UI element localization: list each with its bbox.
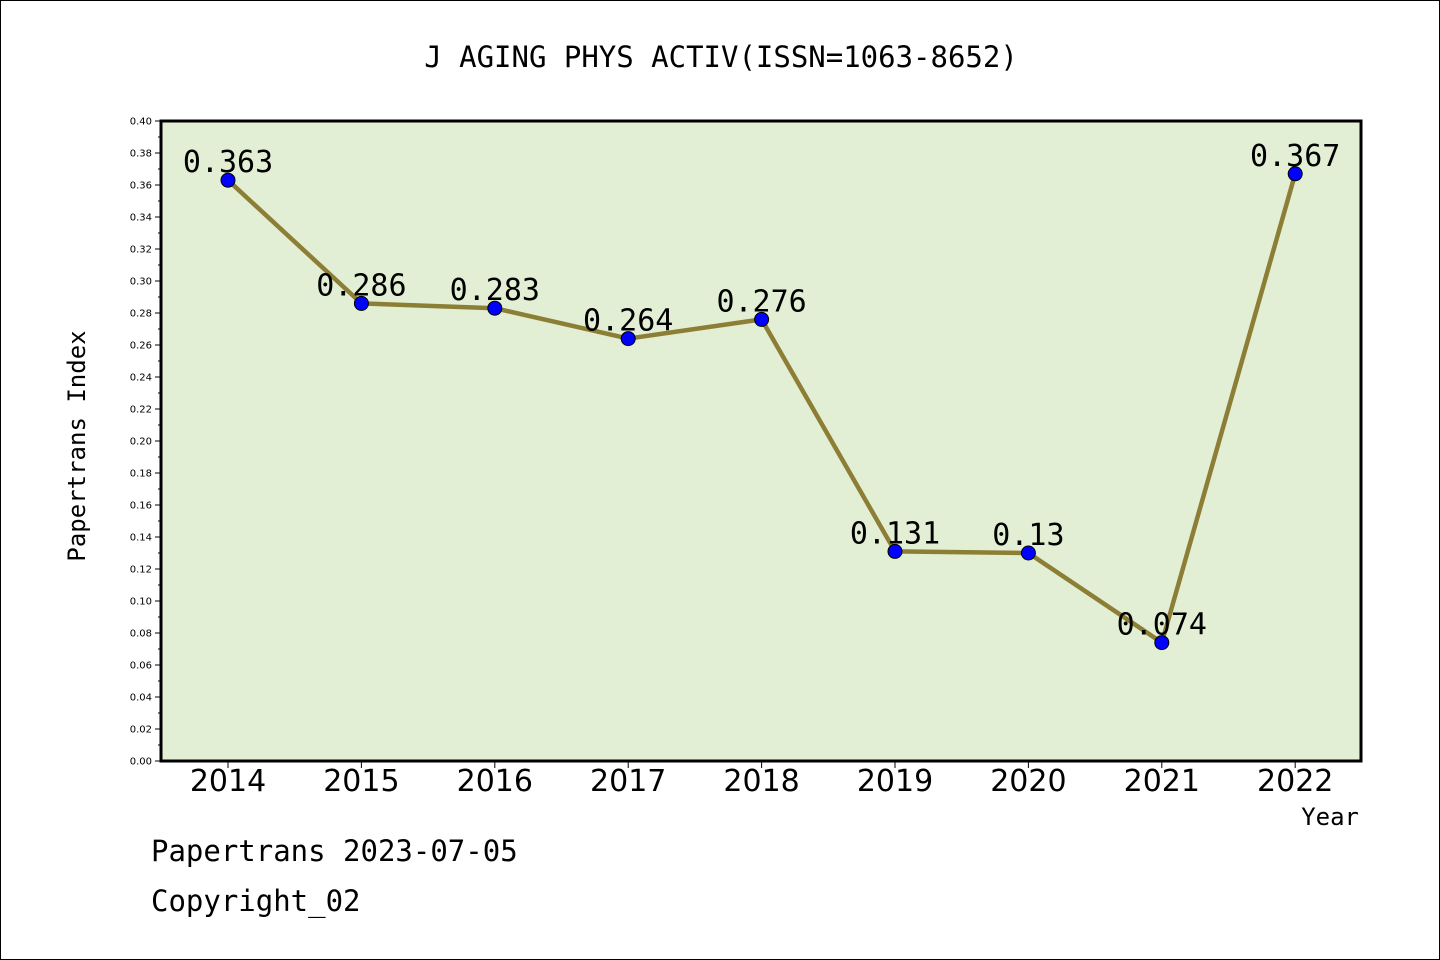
data-label: 0.283 <box>450 273 540 308</box>
x-tick-label: 2019 <box>857 764 933 799</box>
data-label: 0.363 <box>183 145 273 180</box>
y-tick-label: 0.04 <box>130 693 152 704</box>
y-tick-label: 0.18 <box>130 469 152 480</box>
x-tick-label: 2022 <box>1257 764 1333 799</box>
y-tick-label: 0.38 <box>130 149 152 160</box>
data-point <box>620 331 636 347</box>
x-tick-label: 2020 <box>990 764 1066 799</box>
data-label: 0.074 <box>1117 608 1207 643</box>
x-tick-label: 2016 <box>457 764 533 799</box>
y-axis-label: Papertrans Index <box>63 330 91 561</box>
y-tick-label: 0.28 <box>130 309 152 320</box>
x-tick-label: 2018 <box>723 764 799 799</box>
y-tick-label: 0.36 <box>130 181 152 192</box>
x-tick-label: 2021 <box>1124 764 1200 799</box>
y-tick-label: 0.08 <box>130 629 152 640</box>
x-tick-label: 2014 <box>190 764 266 799</box>
data-point <box>353 295 369 311</box>
y-tick-label: 0.16 <box>130 501 152 512</box>
y-tick-label: 0.40 <box>130 117 152 128</box>
y-tick-label: 0.34 <box>130 213 152 224</box>
data-label: 0.367 <box>1250 139 1340 174</box>
y-tick-label: 0.02 <box>130 725 152 736</box>
y-tick-label: 0.14 <box>130 533 152 544</box>
plot-border <box>159 119 1363 763</box>
y-tick-label: 0.00 <box>130 757 152 768</box>
y-tick-label: 0.32 <box>130 245 152 256</box>
y-tick-label: 0.10 <box>130 597 152 608</box>
y-tick-label: 0.06 <box>130 661 152 672</box>
footer-copyright: Copyright_02 <box>151 884 361 918</box>
x-tick-label: 2015 <box>323 764 399 799</box>
x-axis-label: Year <box>1301 803 1359 831</box>
y-tick-label: 0.12 <box>130 565 152 576</box>
y-tick-label: 0.20 <box>130 437 152 448</box>
data-point <box>1287 166 1303 182</box>
data-label: 0.276 <box>716 284 806 319</box>
data-point <box>887 543 903 559</box>
data-label: 0.131 <box>850 516 940 551</box>
y-tick-label: 0.22 <box>130 405 152 416</box>
data-point <box>1020 545 1036 561</box>
footer-date: Papertrans 2023-07-05 <box>151 834 518 868</box>
y-tick-label: 0.24 <box>130 373 152 384</box>
y-tick-label: 0.26 <box>130 341 152 352</box>
chart-title: J AGING PHYS ACTIV(ISSN=1063-8652) <box>424 40 1018 74</box>
data-point <box>1154 635 1170 651</box>
data-point <box>487 300 503 316</box>
data-label: 0.286 <box>316 268 406 303</box>
x-tick-label: 2017 <box>590 764 666 799</box>
y-tick-label: 0.30 <box>130 277 152 288</box>
data-label: 0.13 <box>992 518 1064 553</box>
plot-area <box>161 121 1361 761</box>
data-label: 0.264 <box>583 304 673 339</box>
data-point <box>754 311 770 327</box>
data-point <box>220 172 236 188</box>
